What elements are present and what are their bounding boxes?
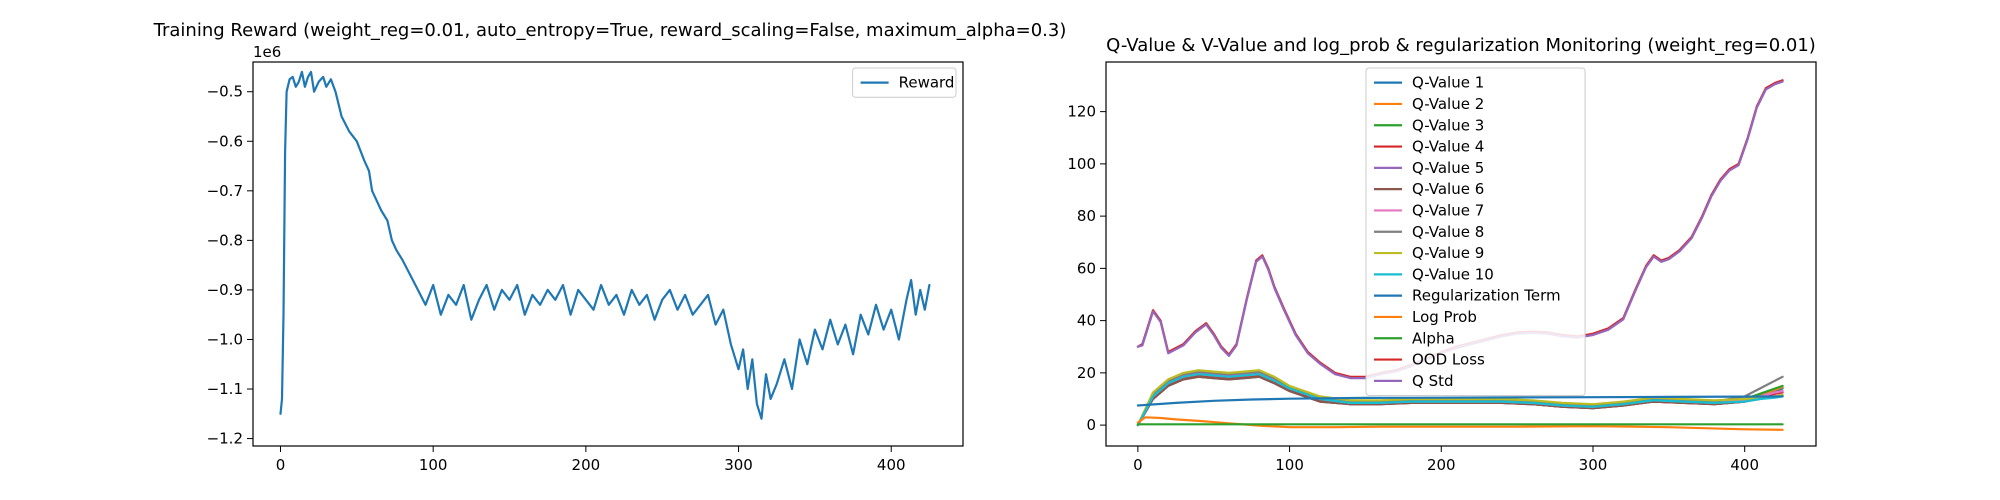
y-tick-label: 60 (1077, 259, 1096, 277)
y-tick-label: −0.9 (207, 281, 243, 299)
legend-label: OOD Loss (1412, 351, 1485, 369)
monitoring-chart: Q-Value & V-Value and log_prob & regular… (1067, 35, 1817, 474)
chart-title: Q-Value & V-Value and log_prob & regular… (1106, 35, 1816, 56)
y-offset-label: 1e6 (253, 43, 281, 61)
axes-frame (252, 61, 964, 447)
legend-label: Log Prob (1412, 308, 1477, 326)
plot-area: 0 100 200 300 400 −1.2 −1.1 −1.0 −0.9 −0.8 −0.7 −0.… (207, 61, 964, 474)
series-group (1136, 79, 1784, 431)
x-tick-label: 0 (276, 456, 286, 474)
legend-label: Q-Value 7 (1412, 201, 1484, 219)
legend-label: Q-Value 2 (1412, 95, 1484, 113)
legend: Q-Value 1 Q-Value 2 Q-Value 3 Q-Value 4 Q-Va… (1365, 67, 1586, 396)
y-tick-label: 100 (1067, 155, 1096, 173)
chart-title: Training Reward (weight_reg=0.01, auto_e… (153, 20, 1067, 41)
legend-label: Alpha (1412, 329, 1455, 347)
x-tick-label: 100 (1275, 456, 1304, 474)
y-tick-label: −0.5 (207, 83, 243, 101)
y-tick-label: −1.0 (207, 330, 243, 348)
legend-label: Q-Value 1 (1412, 74, 1484, 92)
y-tick-label: −1.1 (207, 380, 243, 398)
x-tick-label: 400 (1730, 456, 1759, 474)
series-line-q-value-10 (1136, 373, 1784, 427)
legend-label: Q-Value 6 (1412, 180, 1484, 198)
series-line-log-prob (1136, 416, 1784, 431)
y-tick-label: 120 (1067, 103, 1096, 121)
x-tick-label: 400 (877, 456, 906, 474)
legend-box (1365, 67, 1586, 396)
y-tick-label: 20 (1077, 364, 1096, 382)
x-tick-label: 200 (572, 456, 601, 474)
x-tick-label: 0 (1133, 456, 1143, 474)
legend-label: Q-Value 10 (1412, 265, 1494, 283)
series-line-q-value-6 (1136, 375, 1784, 427)
x-tick-label: 300 (724, 456, 753, 474)
legend-label: Q Std (1412, 372, 1454, 390)
legend-label: Q-Value 5 (1412, 159, 1484, 177)
axes-frame (1105, 61, 1817, 447)
y-tick-label: −0.6 (207, 132, 243, 150)
series-group (279, 70, 931, 420)
y-tick-label: −0.7 (207, 182, 243, 200)
legend: Reward (852, 67, 957, 98)
training-reward-chart: Training Reward (weight_reg=0.01, auto_e… (153, 20, 1067, 474)
y-tick-label: −1.2 (207, 430, 243, 448)
x-tick-label: 300 (1579, 456, 1608, 474)
y-tick-label: −0.8 (207, 231, 243, 249)
x-tick-label: 100 (419, 456, 448, 474)
y-tick-label: 0 (1086, 416, 1096, 434)
series-line-q-value-8 (1136, 370, 1784, 427)
y-tick-label: 80 (1077, 207, 1096, 225)
y-tick-label: 40 (1077, 312, 1096, 330)
x-tick-label: 200 (1427, 456, 1456, 474)
legend-label: Q-Value 4 (1412, 138, 1484, 156)
legend-label: Regularization Term (1412, 287, 1561, 305)
series-line-regularization-term (1136, 395, 1784, 407)
series-line-q-value-9 (1136, 369, 1784, 427)
legend-label: Q-Value 3 (1412, 116, 1484, 134)
series-line-reward (279, 70, 931, 420)
legend-label: Reward (899, 74, 955, 92)
legend-label: Q-Value 8 (1412, 223, 1484, 241)
legend-box (852, 67, 957, 98)
legend-label: Q-Value 9 (1412, 244, 1484, 262)
